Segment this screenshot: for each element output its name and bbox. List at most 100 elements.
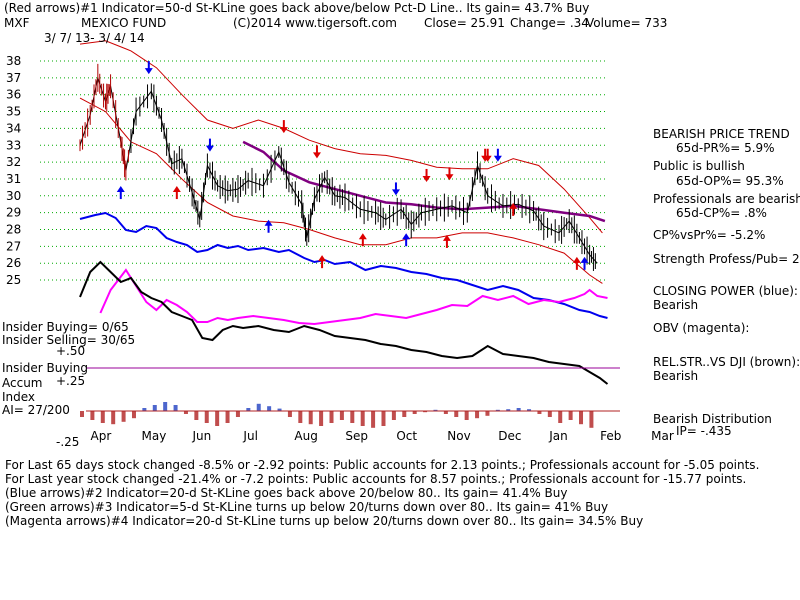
accum-index-bar: [443, 411, 448, 414]
accum-index-bar: [173, 405, 178, 411]
red-down-arrow: [422, 168, 431, 182]
accum-index-bar: [402, 411, 407, 417]
red-down-arrow: [312, 145, 321, 159]
price-line: [79, 75, 598, 264]
red-down-arrow-head: [279, 127, 288, 134]
insider-buying-label: Insider Buying: [2, 361, 88, 375]
indicator-lines-layer: [79, 211, 620, 385]
obv-line: [99, 268, 608, 326]
red-down-arrow: [481, 148, 490, 162]
x-month-label: Apr: [91, 429, 112, 443]
accum-index-bar: [277, 408, 282, 411]
red-up-arrow-head: [509, 202, 518, 209]
y-tick-label: 31: [6, 172, 21, 186]
accum-label-plus25: +.25: [56, 374, 86, 388]
red-up-arrow-head: [172, 186, 181, 193]
ticker-symbol: MXF: [4, 16, 30, 30]
blue-down-arrow: [493, 148, 502, 162]
accum-index-bar: [215, 411, 220, 426]
red-down-arrow-head: [312, 152, 321, 159]
accum-index-bar: [433, 409, 438, 411]
accum-index-bar: [527, 409, 532, 411]
bands-layer: [79, 40, 606, 284]
accum-index-bar: [319, 411, 324, 426]
accum-index-bar: [579, 411, 584, 425]
accum-index-bar: [339, 411, 344, 420]
accum-label-plus50: +.50: [56, 344, 86, 358]
blue-down-arrow: [205, 138, 214, 152]
x-month-label: Jul: [242, 429, 257, 443]
closing-power-label: CLOSING POWER (blue):: [653, 284, 798, 298]
y-tick-label: 25: [6, 273, 21, 287]
blue-up-arrow-head: [264, 219, 273, 226]
axis-labels-layer: 38 37 36 35 34 33 32 31 30 29 28 27 26 25 Apr May Jun Jul…: [6, 54, 674, 443]
footer-year-summary: For Last year stock changed -21.4% or -7…: [5, 472, 747, 486]
y-tick-label: 35: [6, 105, 21, 119]
public-label: Public is bullish: [653, 159, 745, 173]
red-down-arrow-head: [481, 155, 490, 162]
accum-index-bar: [111, 411, 116, 425]
x-month-label: Sep: [345, 429, 368, 443]
accum-label: Accum: [2, 376, 43, 390]
y-tick-label: 33: [6, 138, 21, 152]
upper-band-line: [79, 40, 603, 234]
accum-index-bar: [506, 409, 511, 411]
accum-index-bar: [163, 402, 168, 411]
accum-index-bar: [183, 411, 188, 414]
accum-index-bar: [547, 411, 552, 417]
blue-down-arrow: [391, 182, 400, 196]
blue-up-arrow-head: [402, 233, 411, 240]
close-price: Close= 25.91: [424, 16, 505, 30]
strength-ratio: Strength Profess/Pub= 2.4: [653, 252, 800, 266]
accum-index-bar: [568, 411, 573, 420]
accum-index-bar: [454, 411, 459, 417]
accum-index-bar: [131, 411, 136, 419]
accum-index-bar: [235, 411, 240, 417]
accum-index-bar: [391, 411, 396, 420]
accum-index-bar: [204, 411, 209, 423]
accum-index-bar: [152, 405, 157, 411]
blue-up-arrow: [116, 186, 125, 200]
footer-65day-summary: For Last 65 days stock changed -8.5% or …: [5, 458, 760, 472]
footer-blue-arrows: (Blue arrows)#2 Indicator=20-d St-KLine …: [5, 486, 568, 500]
accum-index-bar: [475, 411, 480, 419]
accum-index-bar: [194, 411, 199, 420]
accum-index-bar: [495, 409, 500, 411]
distribution-label: Bearish Distribution: [653, 412, 772, 426]
accum-index-bar: [246, 408, 251, 411]
moving-average-line: [242, 140, 606, 223]
signal-arrows-layer: [116, 61, 589, 270]
y-tick-label: 37: [6, 71, 21, 85]
insider-buying-count: Insider Buying= 0/65: [2, 320, 129, 334]
accum-index-bar: [412, 411, 417, 414]
accum-index-bar: [537, 411, 542, 414]
blue-up-arrow: [402, 233, 411, 247]
obv-label: OBV (magenta):: [653, 321, 750, 335]
red-up-arrow: [358, 233, 367, 247]
accum-index-bar: [298, 411, 303, 423]
accum-index-bar: [80, 411, 84, 417]
relstr-status: Bearish: [653, 369, 699, 383]
lower-band-line: [79, 97, 603, 284]
accum-index-bar: [121, 411, 126, 422]
accum-index-bar: [267, 406, 272, 411]
accum-index-bar: [485, 411, 490, 416]
x-month-label: May: [142, 429, 167, 443]
closing-power-status: Bearish: [653, 298, 699, 312]
trend-title: BEARISH PRICE TREND: [653, 127, 790, 141]
red-up-arrow: [572, 256, 581, 270]
blue-down-arrow-head: [493, 155, 502, 162]
y-tick-label: 27: [6, 239, 21, 253]
accum-index-bar: [308, 411, 313, 425]
relstr-label: REL.STR..VS DJI (brown):: [653, 355, 800, 369]
ai-value: AI= 27/200: [2, 403, 70, 417]
accum-index-bar: [287, 411, 292, 417]
blue-down-arrow-head: [205, 145, 214, 152]
y-tick-label: 34: [6, 121, 21, 135]
accum-label-minus25: -.25: [56, 435, 80, 449]
x-month-label: Feb: [600, 429, 621, 443]
x-month-label: Nov: [447, 429, 470, 443]
red-up-arrow-head: [358, 233, 367, 240]
insider-selling-count: Insider Selling= 30/65: [2, 333, 136, 347]
